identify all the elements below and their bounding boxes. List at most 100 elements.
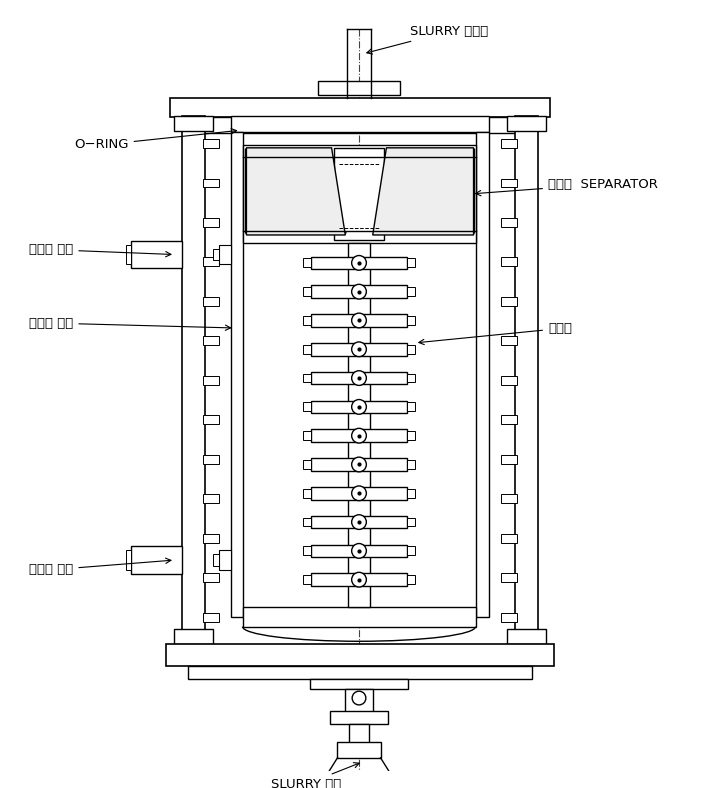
Text: 나선형 첸버: 나선형 첸버 [29,317,231,330]
Bar [303,403,311,411]
Bar [174,116,213,131]
Bar [501,336,517,345]
Text: 냉각수 입구: 냉각수 입구 [29,558,171,576]
Circle shape [352,457,367,472]
Circle shape [352,284,367,299]
Bar [303,460,311,469]
Bar [501,534,517,543]
Bar [501,139,517,148]
Bar [348,243,370,607]
Text: 냉각수 출구: 냉각수 출구 [29,243,171,257]
Bar [244,607,477,626]
Bar [126,550,131,570]
Bar [203,336,219,345]
Bar [203,455,219,464]
Bar [407,258,415,267]
Bar [311,487,407,500]
Bar [203,376,219,385]
Bar [311,458,407,471]
Bar [174,629,213,645]
Bar [501,613,517,622]
Bar [334,148,385,240]
Bar [311,372,407,385]
Text: 밀링핀: 밀링핀 [418,322,572,344]
Bar [303,258,311,267]
Circle shape [352,544,367,558]
Bar [203,534,219,543]
Text: SLURRY 입구: SLURRY 입구 [271,763,360,788]
Bar [203,494,219,504]
Bar [407,460,415,469]
Bar [311,400,407,413]
Bar [507,116,546,131]
Bar [311,343,407,355]
Bar [213,249,219,260]
Bar [219,245,231,264]
Bar [477,132,489,617]
Circle shape [352,370,367,385]
Polygon shape [372,148,474,235]
Bar [311,574,407,586]
Circle shape [352,572,367,587]
Bar [213,554,219,566]
Bar [407,489,415,498]
Bar [311,314,407,327]
Circle shape [352,313,367,328]
Bar [303,316,311,325]
Bar [303,374,311,382]
Bar [231,116,489,132]
Bar [303,546,311,556]
Bar [407,288,415,296]
Bar [231,132,244,617]
Bar [303,288,311,296]
Bar [501,376,517,385]
Circle shape [352,486,367,500]
Bar [303,518,311,526]
Circle shape [352,255,367,270]
Bar [166,645,554,666]
Text: 분쇄실  SEPARATOR: 분쇄실 SEPARATOR [475,177,658,195]
Bar [407,316,415,325]
Polygon shape [374,149,475,233]
Bar [182,116,206,645]
Bar [311,285,407,298]
Bar [501,297,517,306]
Bar [203,139,219,148]
Bar [219,550,231,570]
Bar [311,429,407,442]
Circle shape [352,400,367,414]
Bar [501,258,517,266]
Bar [203,297,219,306]
Bar [126,245,131,264]
Polygon shape [247,148,345,235]
Bar [318,81,400,95]
Circle shape [352,342,367,357]
Bar [188,666,532,679]
Polygon shape [245,149,347,233]
Circle shape [352,691,366,705]
Bar [203,179,219,188]
Bar [407,518,415,526]
Bar [203,218,219,227]
Circle shape [352,429,367,443]
Bar [311,545,407,557]
Bar [203,415,219,424]
Bar [337,742,380,758]
Bar [203,613,219,622]
Bar [407,431,415,440]
Bar [303,345,311,354]
Bar [407,403,415,411]
Text: SLURRY 배출구: SLURRY 배출구 [367,25,488,54]
Bar [303,431,311,440]
Bar [349,724,369,746]
Bar [501,218,517,227]
Bar [244,145,477,243]
Bar [501,494,517,504]
Circle shape [352,515,367,530]
Bar [515,116,539,645]
Bar [501,179,517,188]
Bar [311,257,407,269]
Bar [501,415,517,424]
Bar [310,679,408,690]
Bar [407,345,415,354]
